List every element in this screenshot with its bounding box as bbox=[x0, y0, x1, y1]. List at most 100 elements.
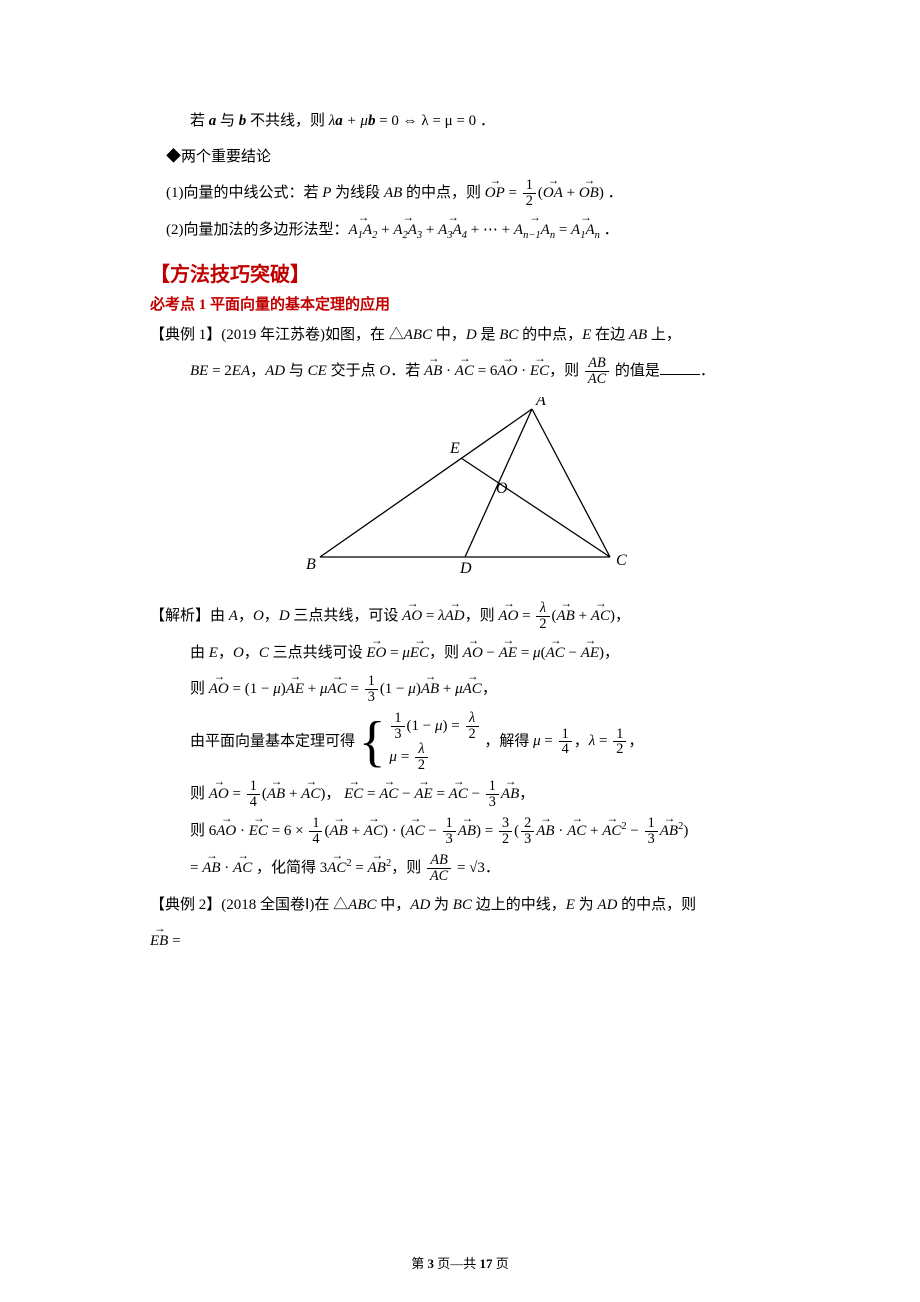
triangle-svg: ABCDEO bbox=[300, 397, 630, 582]
svg-text:E: E bbox=[449, 440, 460, 457]
solution-line5: 则 AO = 14(AB + AC)， EC = AC − AE = AC − … bbox=[150, 779, 780, 810]
svg-text:B: B bbox=[306, 556, 316, 573]
vec-ao: AO bbox=[498, 601, 518, 631]
txt: 【典例 1】(2019 年江苏卷)如图，在 △ bbox=[150, 327, 404, 343]
sym-abc: ABC bbox=[348, 897, 376, 913]
txt: ， bbox=[482, 681, 497, 697]
txt: 为线段 bbox=[331, 185, 384, 201]
example-2-line2: EB = bbox=[150, 926, 780, 956]
vec-ab: AB bbox=[501, 779, 519, 809]
triangle-figure: ABCDEO bbox=[150, 397, 780, 587]
txt: 与 bbox=[285, 363, 308, 379]
vec-ac: AC bbox=[405, 816, 424, 846]
txt: 边上的中线， bbox=[472, 897, 566, 913]
frac-14: 14 bbox=[247, 779, 260, 810]
answer-blank bbox=[660, 361, 700, 376]
txt: ，则 bbox=[549, 363, 583, 379]
sym-lambda: λ bbox=[589, 733, 596, 749]
sym-c: C bbox=[259, 645, 269, 661]
frac-23: 23 bbox=[521, 816, 534, 847]
rule-2: (2)向量加法的多边形法型：A1A2 + A2A3 + A3A4 + ⋯ + A… bbox=[150, 215, 780, 246]
vec-ao: AO bbox=[216, 816, 236, 846]
txt: 【解析】由 bbox=[150, 608, 229, 624]
txt: ， bbox=[244, 645, 259, 661]
vec-ae: AE bbox=[499, 638, 517, 668]
txt: ， bbox=[238, 608, 253, 624]
vec-ac: AC bbox=[328, 674, 347, 704]
txt: ，化简得 bbox=[252, 860, 320, 876]
txt: ， bbox=[264, 608, 279, 624]
subhead-topic1: 必考点 1 平面向量的基本定理的应用 bbox=[150, 293, 780, 314]
vec-ec: EC bbox=[344, 779, 363, 809]
vec-ac: AC bbox=[301, 779, 320, 809]
txt: ， bbox=[250, 363, 265, 379]
frac-14: 14 bbox=[309, 816, 322, 847]
vec-ab: AB bbox=[329, 816, 347, 846]
txt: 与 bbox=[216, 113, 239, 129]
txt: 的值是 bbox=[611, 363, 660, 379]
vec-ab: AB bbox=[424, 356, 442, 386]
vec-ab: AB bbox=[536, 816, 554, 846]
section-method-skills: 【方法技巧突破】 bbox=[150, 258, 780, 287]
vec-ao: AO bbox=[402, 601, 422, 631]
txt: 的中点，则 bbox=[402, 185, 485, 201]
txt: 则 bbox=[190, 786, 209, 802]
vec-op: OP bbox=[485, 178, 505, 208]
vec-ab: AB bbox=[458, 816, 476, 846]
vec-ao: AO bbox=[463, 638, 483, 668]
sym-mu: μ bbox=[408, 681, 416, 697]
vec-ac2: AC bbox=[327, 853, 346, 883]
svg-text:D: D bbox=[459, 560, 472, 577]
txt: 上， bbox=[647, 327, 681, 343]
txt: ，则 bbox=[465, 608, 499, 624]
sym-ad: AD bbox=[410, 897, 430, 913]
vec-ab: AB bbox=[267, 779, 285, 809]
txt: 若 bbox=[190, 113, 209, 129]
sym-ce: CE bbox=[308, 363, 327, 379]
sym-o: O bbox=[253, 608, 264, 624]
vec-ab2: AB bbox=[660, 816, 678, 846]
eqn: = 0 ⇔ λ = μ = 0 ． bbox=[375, 113, 494, 129]
rule-1: (1)向量的中线公式：若 P 为线段 AB 的中点，则 OP = 12(OA +… bbox=[150, 178, 780, 209]
solution-line7: = AB · AC ，化简得 3AC2 = AB2，则 ABAC = √3． bbox=[150, 853, 780, 884]
txt: = 6 bbox=[474, 363, 497, 379]
vec-ad: AD bbox=[445, 601, 465, 631]
txt: ． bbox=[700, 363, 715, 379]
vec-ao: AO bbox=[209, 674, 229, 704]
txt: 页 bbox=[493, 1256, 509, 1271]
vec-ao: AO bbox=[209, 779, 229, 809]
vec-ac: AC bbox=[463, 674, 482, 704]
frac-14: 14 bbox=[559, 727, 572, 758]
solution-line3: 则 AO = (1 − μ)AE + μAC = 13(1 − μ)AB + μ… bbox=[150, 674, 780, 705]
vec-ac: AC bbox=[379, 779, 398, 809]
sym-mu: μ bbox=[402, 645, 410, 661]
page-total: 17 bbox=[480, 1256, 493, 1271]
vec-ac: AC bbox=[455, 356, 474, 386]
frac-ab-ac: ABAC bbox=[427, 853, 451, 884]
txt: 第 bbox=[411, 1256, 427, 1271]
frac-32: 32 bbox=[499, 816, 512, 847]
frac-half: 12 bbox=[523, 178, 536, 209]
solution-line2: 由 E，O，C 三点共线可设 EO = μEC，则 AO − AE = μ(AC… bbox=[150, 638, 780, 668]
txt: 的中点， bbox=[518, 327, 582, 343]
vec-ae: AE bbox=[581, 638, 599, 668]
sym-bc: BC bbox=[453, 897, 472, 913]
example-2-line1: 【典例 2】(2018 全国卷Ⅰ)在 △ABC 中，AD 为 BC 边上的中线，… bbox=[150, 890, 780, 920]
txt: ， bbox=[628, 733, 643, 749]
txt: 由 bbox=[190, 645, 209, 661]
frac-13: 13 bbox=[486, 779, 499, 810]
sym-e: E bbox=[566, 897, 575, 913]
solution-line6: 则 6AO · EC = 6 × 14(AB + AC) · (AC − 13A… bbox=[150, 816, 780, 847]
txt: 不共线，则 bbox=[246, 113, 329, 129]
sym-ab: AB bbox=[384, 185, 402, 201]
sym-mu: μ bbox=[320, 681, 328, 697]
bullet-two-conclusions: ◆两个重要结论 bbox=[150, 142, 780, 172]
sym-ab: AB bbox=[629, 327, 647, 343]
txt: 三点共线，可设 bbox=[290, 608, 403, 624]
sym-ad: AD bbox=[265, 363, 285, 379]
txt: 页—共 bbox=[434, 1256, 480, 1271]
vec-ac: AC bbox=[591, 601, 610, 631]
sym-e: E bbox=[582, 327, 591, 343]
vec-ab: AB bbox=[202, 853, 220, 883]
cases-block: { 13(1 − μ) = λ2 μ = λ2 bbox=[359, 711, 481, 773]
